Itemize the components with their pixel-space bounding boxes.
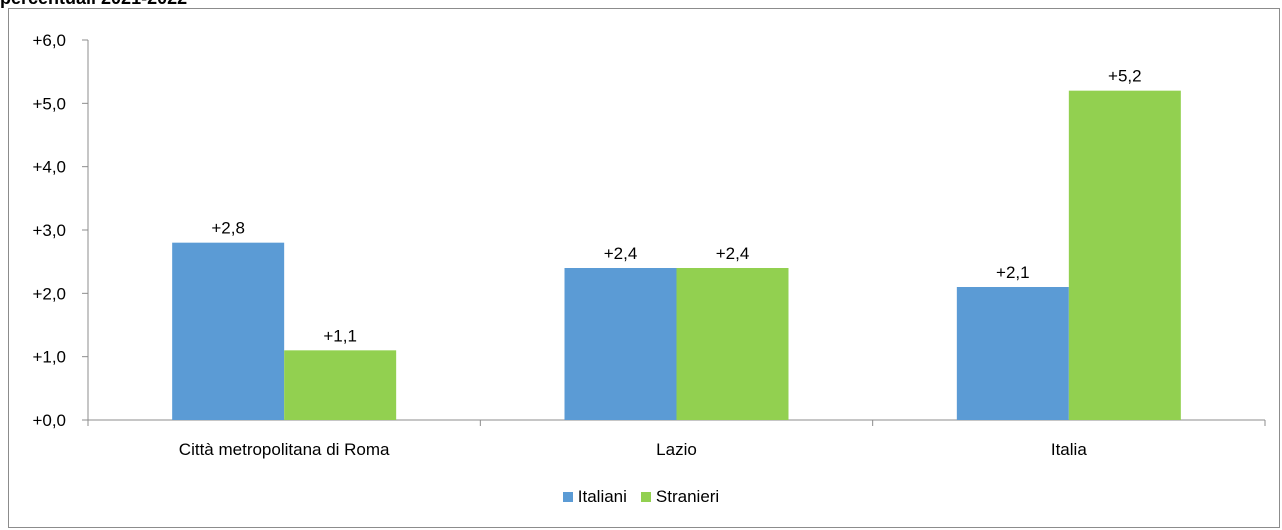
legend-swatch-stranieri — [640, 492, 651, 502]
x-category-label: Lazio — [656, 440, 697, 459]
data-label: +1,1 — [323, 326, 357, 345]
bar-stranieri — [284, 350, 397, 420]
chart-title: percentuali 2021-2022 — [0, 0, 187, 8]
x-category-label: Italia — [1051, 440, 1087, 459]
y-tick-label: +3,0 — [32, 221, 66, 240]
data-label: +2,8 — [211, 219, 245, 238]
y-tick-label: +0,0 — [32, 411, 66, 430]
legend-label-stranieri: Stranieri — [655, 487, 720, 506]
y-tick-label: +4,0 — [32, 158, 66, 177]
data-label: +2,4 — [716, 244, 750, 263]
bar-italiani — [172, 242, 285, 420]
y-tick-label: +5,0 — [32, 94, 66, 113]
bar-stranieri — [676, 268, 789, 420]
chart-legend: Italiani Stranieri — [0, 487, 1282, 507]
x-category-label: Città metropolitana di Roma — [179, 440, 390, 459]
bar-stranieri — [1068, 90, 1181, 421]
legend-item-stranieri: Stranieri — [640, 487, 720, 507]
data-label: +2,4 — [604, 244, 638, 263]
y-tick-label: +6,0 — [32, 31, 66, 50]
legend-item-italiani: Italiani — [562, 487, 627, 507]
data-label: +5,2 — [1108, 67, 1142, 86]
bar-italiani — [564, 268, 677, 420]
y-tick-label: +1,0 — [32, 348, 66, 367]
data-label: +2,1 — [996, 263, 1030, 282]
bar-italiani — [956, 287, 1069, 420]
legend-swatch-italiani — [562, 492, 573, 502]
legend-label-italiani: Italiani — [577, 487, 627, 506]
y-tick-label: +2,0 — [32, 284, 66, 303]
